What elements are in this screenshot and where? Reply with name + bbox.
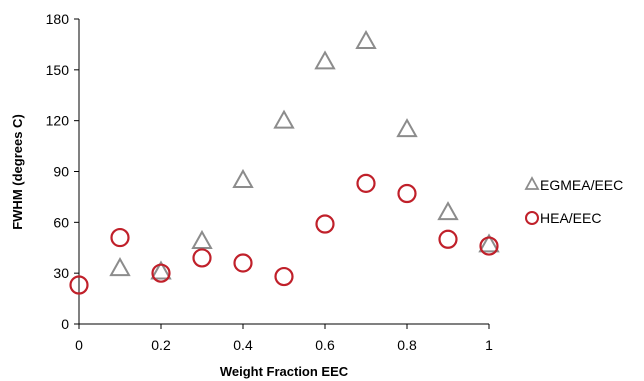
triangle-point [478, 233, 500, 253]
circle-point [192, 248, 212, 268]
triangle-point [396, 118, 418, 138]
circle-point [397, 183, 417, 204]
circle-point [438, 229, 458, 249]
circle-point [151, 263, 171, 283]
circle-point [479, 236, 499, 256]
legend-circle-marker [525, 211, 539, 225]
y-tick-label: 0 [61, 316, 69, 332]
x-axis-title: Weight Fraction EEC [220, 364, 349, 379]
y-tick-label: 120 [46, 113, 70, 129]
y-tick-label: 150 [46, 62, 70, 78]
circle-point [110, 227, 130, 248]
legend-item-hea: HEA/EEC [525, 210, 601, 226]
axes [78, 19, 489, 325]
triangle-point [191, 229, 213, 249]
circle-point [233, 253, 253, 273]
y-axis-title: FWHM (degrees C) [10, 114, 25, 230]
data-markers [69, 29, 500, 295]
y-ticks: 0 30 60 90 120 150 180 [46, 11, 79, 332]
circle-point [274, 266, 294, 287]
triangle-point [273, 109, 295, 129]
x-tick-label: 1 [485, 337, 493, 353]
triangle-point [355, 29, 377, 50]
x-tick-label: 0.6 [315, 337, 335, 353]
legend-item-egmea: EGMEA/EEC [524, 176, 623, 193]
legend: EGMEA/EEC HEA/EEC [524, 176, 623, 226]
triangle-point [437, 201, 459, 221]
triangle-point [150, 260, 172, 280]
y-tick-label: 90 [53, 164, 69, 180]
circle-point [69, 275, 89, 295]
x-ticks: 0 0.2 0.4 0.6 0.8 1 [75, 324, 493, 353]
legend-label-hea: HEA/EEC [540, 210, 601, 226]
y-tick-label: 60 [53, 214, 69, 230]
y-tick-label: 180 [46, 11, 70, 27]
x-tick-label: 0.4 [233, 337, 253, 353]
triangle-point [232, 168, 254, 188]
legend-label-egmea: EGMEA/EEC [540, 177, 623, 193]
circle-point [356, 173, 376, 193]
x-tick-label: 0.8 [397, 337, 417, 353]
x-tick-label: 0.2 [151, 337, 171, 353]
triangle-point [109, 257, 131, 277]
circle-point [315, 214, 335, 234]
y-tick-label: 30 [53, 265, 69, 281]
x-tick-label: 0 [75, 337, 83, 353]
triangle-point [314, 50, 336, 70]
legend-triangle-marker [524, 176, 540, 190]
